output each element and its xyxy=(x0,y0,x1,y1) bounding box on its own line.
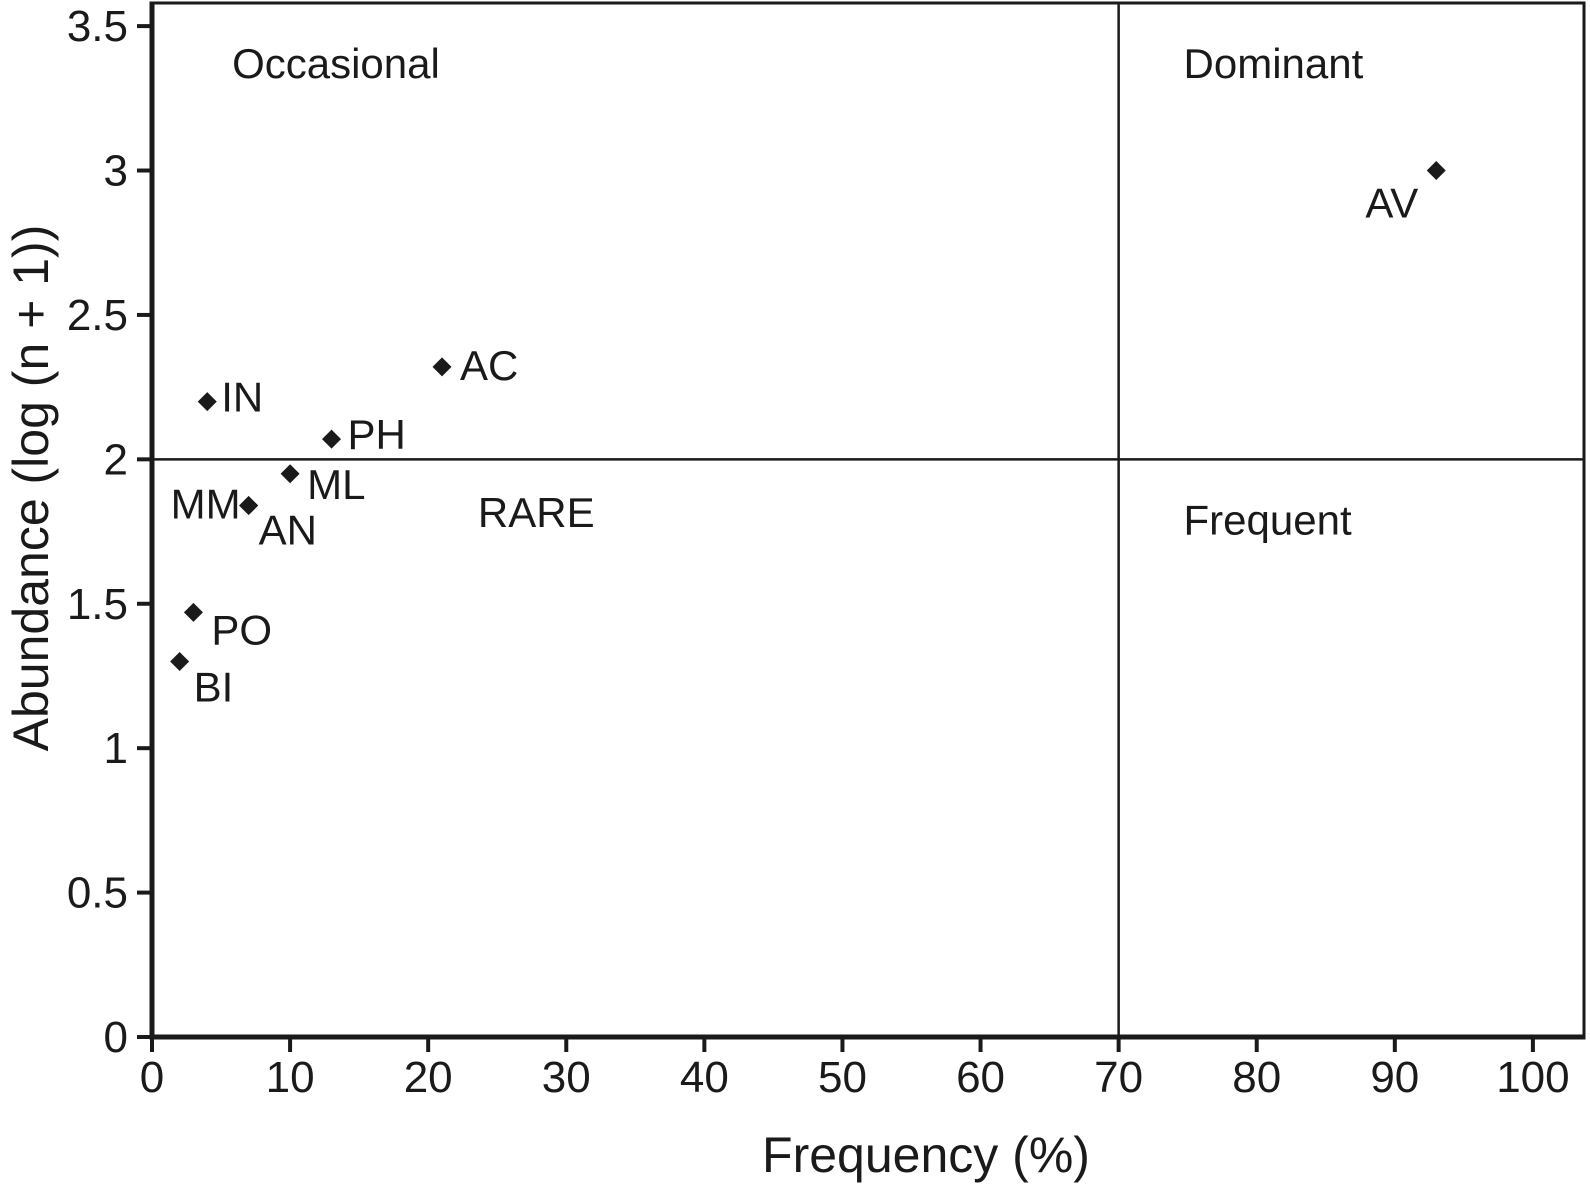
data-point-marker-ph xyxy=(322,429,342,449)
y-axis-tick-label: 2 xyxy=(104,435,128,484)
data-point-marker-an xyxy=(239,496,259,516)
data-point-label-ac: AC xyxy=(460,342,518,389)
x-axis-tick-label: 0 xyxy=(140,1053,164,1102)
data-point-marker-ac xyxy=(432,357,452,377)
x-axis-tick-label: 80 xyxy=(1232,1053,1281,1102)
y-axis-tick-label: 1.5 xyxy=(67,580,128,629)
data-point-label-po: PO xyxy=(211,606,272,653)
x-axis-tick-label: 70 xyxy=(1094,1053,1143,1102)
data-point-marker-in xyxy=(197,392,217,412)
y-axis-tick-label: 0 xyxy=(104,1013,128,1062)
x-axis-tick-label: 40 xyxy=(680,1053,729,1102)
data-point-marker-av xyxy=(1426,161,1446,181)
y-axis-tick-label: 3.5 xyxy=(67,2,128,51)
quadrant-label-dominant: Dominant xyxy=(1184,40,1364,87)
data-point-marker-ml xyxy=(280,464,300,484)
quadrant-label-rare: RARE xyxy=(478,489,595,536)
data-point-label-in: IN xyxy=(221,374,263,421)
x-axis-tick-label: 60 xyxy=(956,1053,1005,1102)
x-axis-tick-label: 20 xyxy=(404,1053,453,1102)
quadrant-label-occasional: Occasional xyxy=(232,40,440,87)
data-point-label-ph: PH xyxy=(348,411,406,458)
data-point-marker-bi xyxy=(170,652,190,672)
y-axis-tick-label: 1 xyxy=(104,724,128,773)
y-axis-tick-label: 2.5 xyxy=(67,291,128,340)
data-point-label-mm: MM xyxy=(171,481,241,528)
data-point-label-ml: ML xyxy=(307,461,365,508)
data-point-label-av: AV xyxy=(1365,180,1418,227)
x-axis-tick-label: 30 xyxy=(542,1053,591,1102)
x-axis-tick-label: 50 xyxy=(818,1053,867,1102)
data-point-label-bi: BI xyxy=(194,664,234,711)
quadrant-label-frequent: Frequent xyxy=(1184,496,1352,543)
x-axis-tick-label: 100 xyxy=(1496,1053,1569,1102)
y-axis-tick-label: 0.5 xyxy=(67,869,128,918)
y-axis-title: Abundance (log (n + 1)) xyxy=(3,224,59,752)
x-axis-tick-label: 90 xyxy=(1370,1053,1419,1102)
y-axis-tick-label: 3 xyxy=(104,147,128,196)
data-point-label-an: AN xyxy=(259,507,317,554)
x-axis-title: Frequency (%) xyxy=(762,1127,1090,1183)
data-point-marker-po xyxy=(183,602,203,622)
x-axis-tick-label: 10 xyxy=(266,1053,315,1102)
